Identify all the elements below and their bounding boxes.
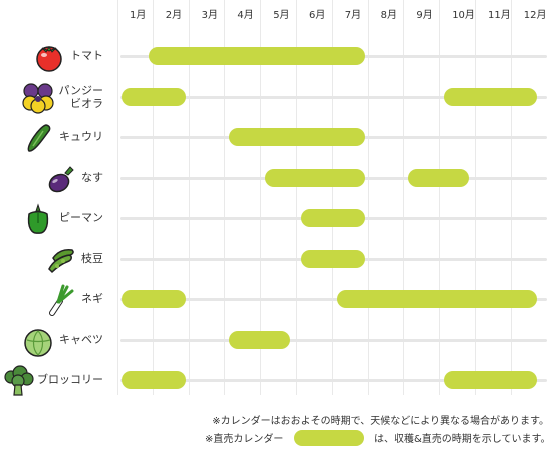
vegetable-row: キャベツ: [0, 323, 553, 357]
month-label: 11月: [488, 10, 511, 21]
month-label: 10月: [452, 10, 475, 21]
month-label: 8月: [380, 10, 397, 21]
season-bar: [148, 47, 365, 65]
green-pepper-icon: [20, 201, 56, 237]
edamame-icon: [43, 242, 79, 278]
vegetable-name: 枝豆: [81, 251, 103, 265]
season-bar: [265, 168, 365, 187]
vegetable-row: なす: [0, 161, 553, 195]
tomato-icon: [31, 39, 67, 75]
month-divider: [367, 0, 369, 395]
month-divider: [475, 0, 476, 395]
month-divider: [510, 0, 512, 395]
month-label: 12月: [523, 10, 547, 21]
month-label: 2月: [165, 10, 183, 21]
cucumber-icon: [20, 120, 56, 156]
vegetable-row: キュウリ: [0, 120, 553, 154]
legend-swatch: [294, 430, 364, 446]
vegetable-name: パンジー ビオラ: [58, 84, 103, 110]
note-legend-prefix: ※直売カレンダー: [205, 434, 284, 445]
month-label: 9月: [416, 10, 433, 21]
month-divider: [152, 0, 154, 395]
month-divider: [439, 0, 441, 395]
month-label: 5月: [273, 10, 290, 21]
season-bar: [301, 209, 366, 227]
vegetable-row: ブロッコリー: [0, 363, 553, 397]
vegetable-name-line1: パンジー: [58, 83, 103, 97]
season-bar: [336, 290, 537, 308]
month-label: 6月: [309, 10, 326, 21]
vegetable-row: ネギ: [0, 282, 553, 316]
note-legend-suffix: は、収穫&直売の時期を示しています。: [374, 434, 551, 445]
month-label: 7月: [344, 10, 362, 21]
month-divider: [331, 0, 333, 395]
vegetable-name: ピーマン: [59, 211, 103, 224]
vegetable-row: 枝豆: [0, 242, 553, 276]
note-approximate-period: ※カレンダーはおおよその時期で、天候などにより異なる場合があります。: [212, 416, 549, 427]
season-bar: [122, 87, 187, 106]
vegetable-row: パンジー ビオラ: [0, 80, 553, 114]
vegetable-row: トマト: [0, 39, 553, 73]
row-track: [120, 379, 547, 382]
month-divider: [117, 0, 118, 395]
vegetable-name: キャベツ: [59, 332, 103, 346]
vegetable-name: トマト: [70, 49, 103, 62]
season-bar: [229, 330, 290, 349]
season-bar: [301, 249, 366, 268]
vegetable-name-line2: ビオラ: [70, 96, 103, 110]
month-divider: [260, 0, 262, 395]
broccoli-icon: [0, 363, 36, 399]
season-bar: [122, 371, 187, 389]
cabbage-icon: [20, 323, 56, 359]
month-label: 3月: [201, 10, 218, 21]
vegetable-name: キュウリ: [59, 130, 103, 143]
month-label: 1月: [130, 10, 147, 21]
season-bar: [229, 128, 365, 146]
vegetable-name: ブロッコリー: [37, 373, 103, 386]
pansy-icon: [20, 80, 56, 116]
season-bar: [444, 371, 537, 389]
season-bar: [408, 168, 469, 187]
vegetable-name: なす: [81, 170, 103, 184]
season-bar: [122, 290, 187, 308]
month-divider: [296, 0, 297, 395]
month-divider: [188, 0, 190, 395]
month-label: 4月: [237, 10, 254, 21]
row-track: [120, 298, 547, 301]
row-track: [120, 95, 547, 99]
month-divider: [403, 0, 405, 395]
eggplant-icon: [43, 161, 79, 197]
row-track: [120, 338, 547, 342]
vegetable-row: ピーマン: [0, 201, 553, 235]
month-divider: [224, 0, 226, 395]
vegetable-name: ネギ: [81, 292, 103, 305]
season-bar: [444, 87, 537, 106]
leek-icon: [43, 282, 79, 318]
